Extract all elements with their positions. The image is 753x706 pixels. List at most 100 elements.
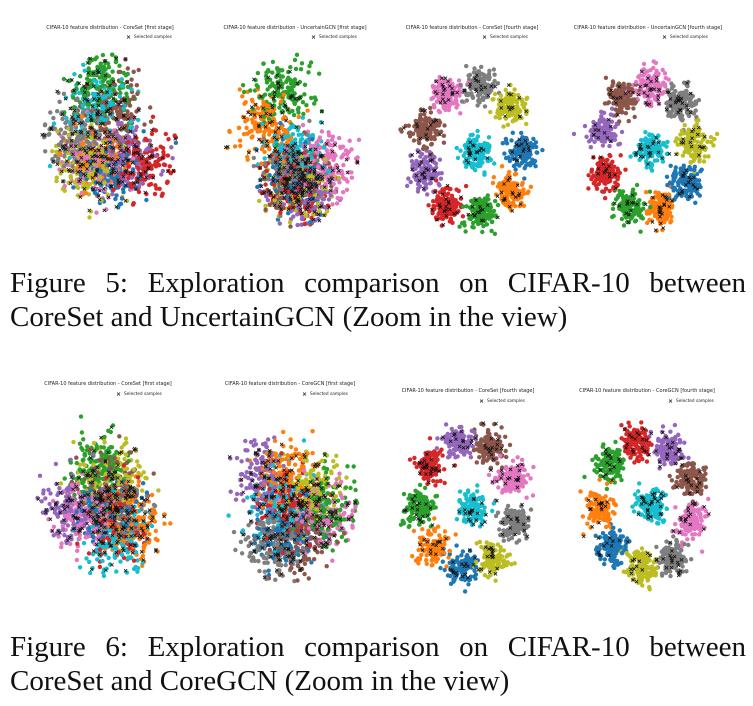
selected-sample-marker: [433, 190, 437, 195]
data-point: [513, 144, 518, 149]
data-point: [313, 204, 318, 210]
data-point: [106, 65, 112, 70]
data-point: [477, 203, 482, 208]
selected-sample-marker: [259, 139, 264, 144]
data-point: [257, 198, 262, 204]
data-point: [292, 124, 298, 129]
data-point: [408, 153, 413, 158]
selected-sample-marker: [275, 179, 280, 183]
selected-sample-marker: [294, 158, 299, 163]
data-point: [535, 150, 540, 155]
selected-sample-marker: [479, 87, 484, 92]
data-point: [99, 115, 104, 121]
selected-sample-marker: [68, 106, 73, 111]
data-point: [141, 129, 146, 134]
selected-sample-marker: [438, 100, 443, 105]
data-point: [418, 125, 423, 131]
data-point: [295, 212, 300, 217]
selected-sample-marker: [410, 167, 415, 172]
selected-sample-marker: [426, 168, 431, 172]
selected-sample-marker: [285, 107, 290, 112]
selected-sample-marker: [506, 83, 511, 87]
selected-sample-marker: [91, 71, 96, 76]
data-point: [490, 212, 495, 217]
selected-sample-marker: [306, 201, 310, 206]
selected-sample-marker: [268, 154, 273, 159]
data-point: [118, 109, 123, 114]
data-point: [131, 156, 136, 161]
data-point: [326, 130, 331, 135]
data-point: [354, 156, 359, 161]
selected-sample-marker: [276, 80, 280, 85]
data-point: [112, 177, 117, 182]
selected-sample-marker: [344, 157, 349, 162]
data-point: [148, 119, 154, 124]
selected-sample-marker: [114, 117, 119, 121]
data-point: [110, 148, 116, 154]
data-point: [540, 147, 545, 153]
data-point: [523, 156, 529, 161]
selected-sample-marker: [82, 84, 86, 89]
selected-sample-marker: [441, 85, 446, 89]
data-point: [320, 166, 325, 171]
data-point: [280, 68, 285, 73]
data-point: [61, 91, 67, 97]
selected-sample-marker: [121, 159, 126, 164]
data-point: [126, 164, 131, 169]
data-point: [258, 128, 263, 134]
selected-sample-marker: [431, 119, 436, 124]
selected-sample-marker: [99, 89, 104, 94]
data-point: [467, 216, 472, 221]
data-point: [436, 123, 442, 128]
fig5-plot-3: CIFAR-10 feature distribution - CoreSet …: [398, 25, 545, 236]
data-point: [55, 129, 60, 134]
data-point: [478, 160, 483, 166]
data-point: [295, 127, 301, 133]
selected-sample-marker: [132, 142, 137, 147]
data-point: [100, 72, 105, 77]
data-point: [288, 224, 293, 229]
selected-sample-marker: [113, 159, 118, 164]
data-point: [507, 203, 512, 208]
data-point: [531, 136, 536, 142]
data-point: [144, 147, 149, 152]
data-point: [309, 95, 314, 101]
data-point: [456, 78, 462, 83]
selected-sample-marker: [506, 178, 510, 183]
data-point: [513, 203, 518, 209]
selected-sample-marker: [61, 146, 66, 151]
selected-sample-marker: [296, 161, 300, 166]
selected-sample-marker: [288, 69, 292, 74]
selected-sample-marker: [307, 177, 312, 182]
data-point: [470, 132, 475, 137]
data-point: [496, 102, 502, 107]
data-point: [437, 183, 442, 188]
data-point: [484, 222, 490, 227]
data-point: [492, 161, 497, 166]
data-point: [279, 124, 284, 130]
data-point: [302, 92, 307, 97]
selected-sample-marker: [443, 100, 447, 105]
selected-sample-marker: [103, 130, 107, 134]
data-point: [241, 131, 247, 137]
data-point: [307, 118, 312, 124]
selected-sample-marker: [71, 117, 76, 122]
selected-sample-marker: [78, 195, 83, 199]
selected-sample-marker: [296, 197, 301, 202]
data-point: [316, 208, 322, 214]
selected-sample-marker: [421, 186, 426, 191]
selected-sample-marker: [70, 114, 74, 119]
selected-sample-marker: [286, 186, 291, 191]
data-point: [99, 149, 105, 154]
data-point: [446, 104, 452, 109]
selected-sample-marker: [410, 153, 415, 157]
selected-sample-marker: [428, 158, 433, 163]
data-point: [72, 180, 78, 185]
data-point: [287, 137, 292, 143]
selected-sample-marker: [76, 114, 81, 119]
selected-sample-marker: [450, 86, 454, 91]
selected-sample-marker: [470, 212, 475, 216]
data-point: [482, 172, 487, 177]
selected-sample-marker: [291, 159, 296, 164]
selected-sample-marker: [263, 125, 268, 129]
